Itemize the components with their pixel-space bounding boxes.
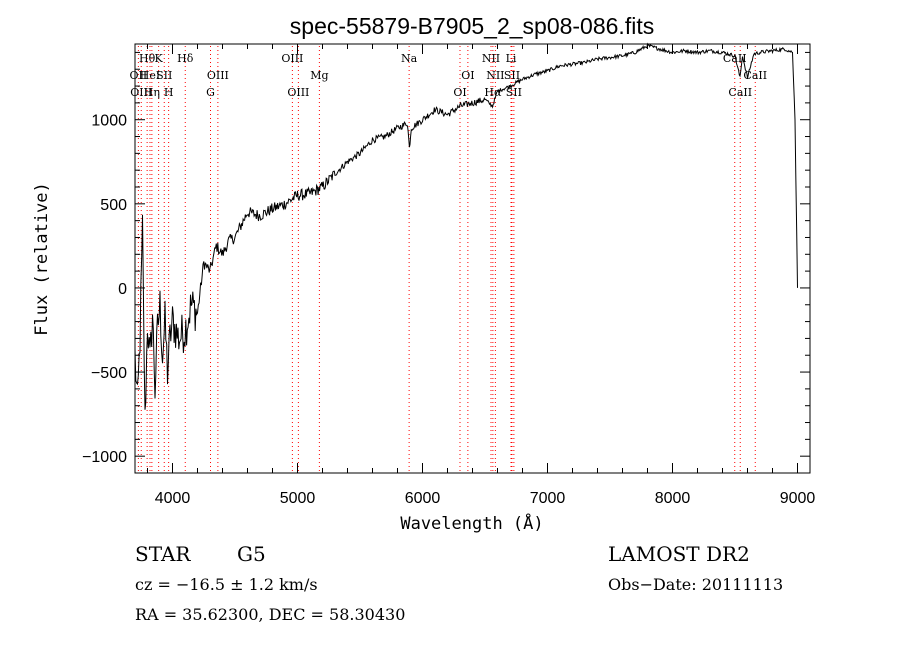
line-label-22: SII xyxy=(506,86,522,99)
line-label-10: OIII xyxy=(207,69,229,82)
y-tick-label: 1000 xyxy=(91,113,127,130)
line-labels: OIIOIIIHθHeIHηKSIIHHδGOIIIOIIIOIIIMgNaOI… xyxy=(130,52,768,99)
line-label-20: Li xyxy=(506,52,517,65)
plot-frame xyxy=(134,43,811,474)
object-class: STAR xyxy=(135,542,191,566)
line-label-1: OIII xyxy=(130,86,152,99)
line-label-25: CaII xyxy=(743,69,767,82)
line-label-14: Na xyxy=(401,52,418,65)
line-label-5: K xyxy=(155,52,164,65)
x-tick-label: 4000 xyxy=(155,490,191,507)
x-axis-label: Wavelength (Å) xyxy=(400,512,543,534)
y-tick-label: 500 xyxy=(100,197,127,214)
spectrum-line xyxy=(134,42,798,410)
spectrum-series xyxy=(134,42,798,410)
line-label-17: NII xyxy=(482,52,500,65)
line-label-8: Hδ xyxy=(177,52,194,65)
coordinates: RA = 35.62300, DEC = 58.30430 xyxy=(135,605,406,624)
line-label-3: HeI xyxy=(140,69,160,82)
x-tick-label: 6000 xyxy=(405,490,441,507)
line-label-23: CaII xyxy=(723,52,747,65)
line-label-16: OI xyxy=(461,69,474,82)
x-tick-label: 9000 xyxy=(780,490,816,507)
line-label-24: CaII xyxy=(728,86,752,99)
line-label-19: NII xyxy=(486,69,504,82)
line-label-4: Hη xyxy=(144,86,160,99)
velocity-readout: cz = −16.5 ± 1.2 km/s xyxy=(135,575,318,594)
y-axis-label: Flux (relative) xyxy=(32,182,52,336)
y-tick-label: 0 xyxy=(118,281,127,298)
line-label-0: OII xyxy=(130,69,148,82)
line-label-12: OIII xyxy=(287,86,309,99)
y-tick-label: −500 xyxy=(91,365,127,382)
x-tick-label: 8000 xyxy=(655,490,691,507)
y-tick-label: −1000 xyxy=(82,449,127,466)
x-tick-label: 7000 xyxy=(530,490,566,507)
survey-name: LAMOST DR2 xyxy=(608,542,750,566)
axis-ticks: 4000 5000 6000 7000 8000 9000 −1000 −500 0 500 100… xyxy=(82,44,815,507)
x-tick-label: 5000 xyxy=(280,490,316,507)
line-label-7: H xyxy=(164,86,174,99)
line-label-11: OIII xyxy=(281,52,303,65)
line-markers xyxy=(137,46,756,473)
line-label-15: OI xyxy=(453,86,466,99)
line-label-21: SII xyxy=(504,69,520,82)
chart-title: spec-55879-B7905_2_sp08-086.fits xyxy=(290,13,654,39)
line-label-9: G xyxy=(206,86,215,99)
line-label-6: SII xyxy=(156,69,172,82)
subclass: G5 xyxy=(237,542,266,566)
line-label-13: Mg xyxy=(310,69,328,82)
line-label-2: Hθ xyxy=(139,52,156,65)
obs-date: Obs−Date: 20111113 xyxy=(608,575,784,594)
line-label-18: Hα xyxy=(484,86,502,99)
